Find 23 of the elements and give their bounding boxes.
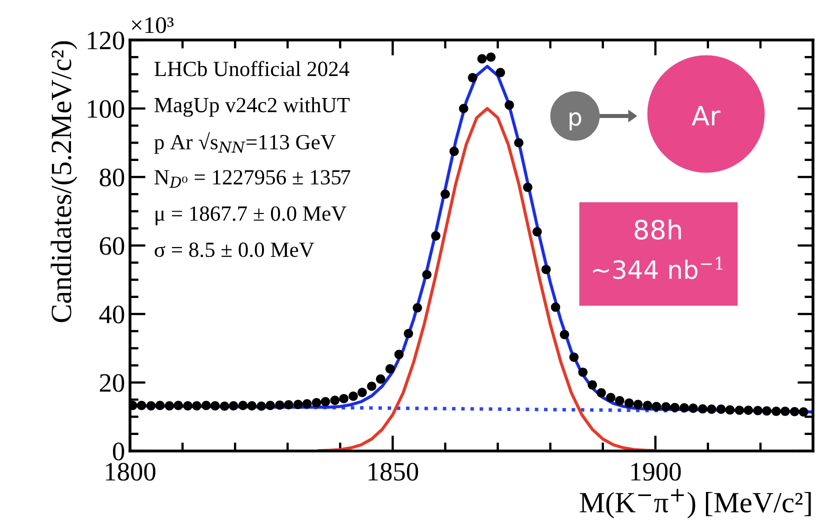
annotation: σ = 8.5 ± 0.0 MeV (154, 242, 314, 258)
annotation: LHCb Unofficial 2024 (154, 60, 350, 76)
annotation: 88h (634, 219, 681, 240)
annotation: p Ar √s$_{NN}$=113 GeV (154, 132, 336, 154)
annotation: Ar (692, 106, 720, 126)
x-tick-label: 1850 (368, 462, 418, 481)
x-tick-label: 1900 (631, 462, 681, 481)
y-tick-label: 120 (88, 32, 124, 50)
text: ×10³ (132, 17, 174, 34)
y-tick-label: 80 (100, 168, 124, 186)
annotation: MagUp v24c2 withUT (154, 97, 350, 117)
annotation: μ = 1867.7 ± 0.0 MeV (156, 206, 346, 226)
y-tick-label: 100 (88, 100, 124, 118)
y-tick-label: 60 (100, 237, 124, 255)
x-axis-title: M(K$^{−}$π$^{+}$) [MeV/c²] (580, 488, 811, 518)
annotation: ~344 nb$^{−1}$ (593, 256, 722, 280)
x-tick-label: 1800 (106, 462, 156, 481)
y-tick-label: 0 (112, 442, 124, 460)
y-tick-label: 20 (100, 374, 124, 392)
y-tick-label: 40 (99, 306, 124, 324)
annotation: p (570, 112, 582, 130)
y-axis-title: Candidates/(5.2MeV/c²) (50, 41, 78, 322)
annotation: N$_{D⁰}$ = 1227956 ± 1357 (154, 170, 350, 188)
